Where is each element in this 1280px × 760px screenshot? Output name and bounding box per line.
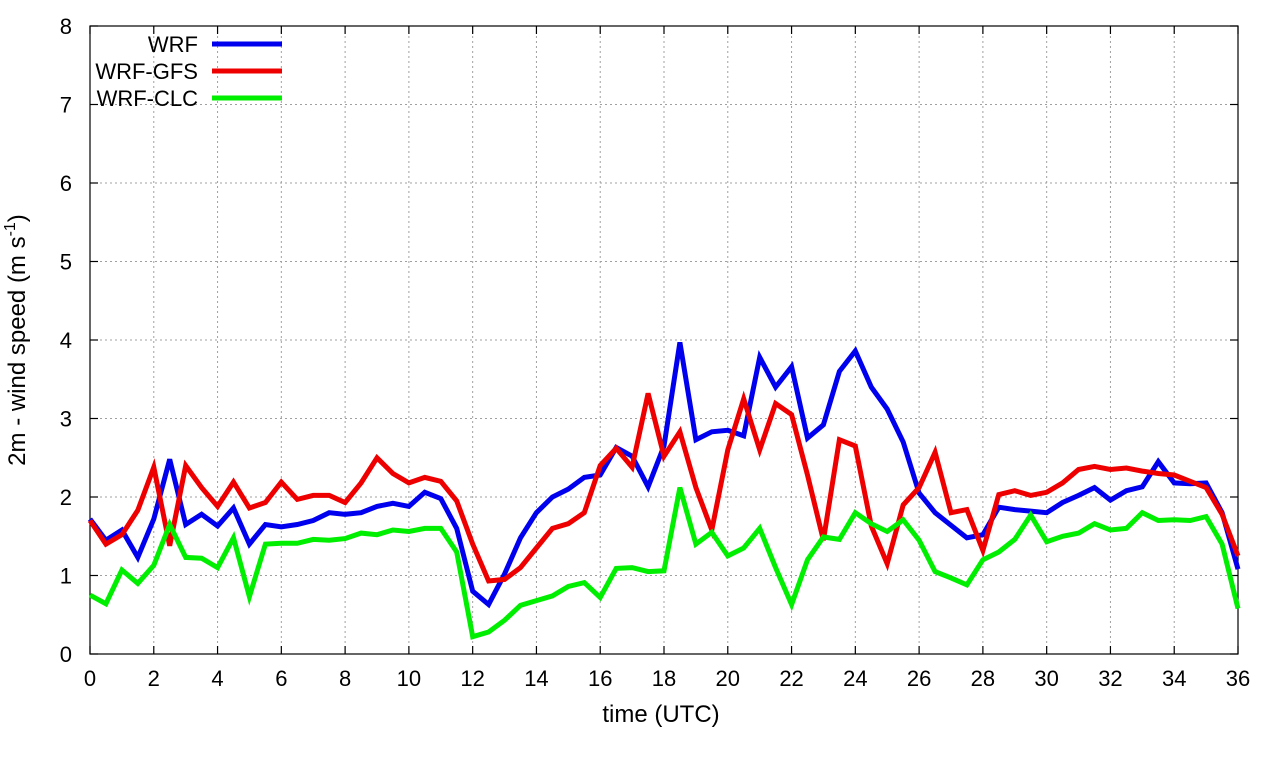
y-tick-label: 6 xyxy=(60,171,72,196)
y-axis-title-main: 2m - wind speed (m s xyxy=(4,236,31,465)
series-line-wrf-gfs xyxy=(87,390,1241,584)
series-lines xyxy=(87,341,1241,640)
legend-label-wrf-clc: WRF-CLC xyxy=(97,86,199,111)
y-tick-label: 8 xyxy=(60,14,72,39)
y-tick-label: 1 xyxy=(60,564,72,589)
y-axis-title-suffix: ) xyxy=(4,214,31,222)
y-tick-label: 5 xyxy=(60,250,72,275)
series-line-wrf-clc xyxy=(88,486,1241,640)
x-tick-label: 26 xyxy=(907,666,931,691)
axis-ticks xyxy=(89,25,1239,655)
x-tick-label: 20 xyxy=(716,666,740,691)
y-tick-label: 4 xyxy=(60,328,72,353)
x-tick-label: 6 xyxy=(275,666,287,691)
legend-label-wrf: WRF xyxy=(148,32,198,57)
x-tick-label: 36 xyxy=(1226,666,1250,691)
x-tick-label: 10 xyxy=(397,666,421,691)
x-tick-label: 24 xyxy=(843,666,867,691)
y-tick-label: 0 xyxy=(60,642,72,667)
x-tick-label: 8 xyxy=(339,666,351,691)
legend-label-wrf-gfs: WRF-GFS xyxy=(95,59,198,84)
grid-lines xyxy=(90,26,1238,654)
y-tick-label: 3 xyxy=(60,407,72,432)
x-tick-label: 18 xyxy=(652,666,676,691)
x-tick-labels: 0 2 4 6 8 10 12 14 16 18 20 22 24 26 28 30 32 34 36 xyxy=(84,666,1250,691)
x-tick-label: 32 xyxy=(1098,666,1122,691)
y-tick-labels: 0 1 2 3 4 5 6 7 8 xyxy=(60,14,72,667)
x-tick-label: 30 xyxy=(1034,666,1058,691)
x-tick-label: 0 xyxy=(84,666,96,691)
y-axis-title: 2m - wind speed (m s-1) xyxy=(2,214,31,466)
x-tick-label: 28 xyxy=(971,666,995,691)
x-tick-label: 14 xyxy=(524,666,548,691)
x-tick-label: 34 xyxy=(1162,666,1186,691)
x-tick-label: 16 xyxy=(588,666,612,691)
x-tick-label: 22 xyxy=(779,666,803,691)
y-axis-title-superscript: -1 xyxy=(2,222,19,236)
y-tick-label: 7 xyxy=(60,93,72,118)
x-axis-title: time (UTC) xyxy=(602,701,719,728)
x-tick-label: 12 xyxy=(460,666,484,691)
y-tick-label: 2 xyxy=(60,485,72,510)
series-line-wrf xyxy=(87,341,1241,609)
x-tick-label: 2 xyxy=(148,666,160,691)
x-tick-label: 4 xyxy=(211,666,223,691)
